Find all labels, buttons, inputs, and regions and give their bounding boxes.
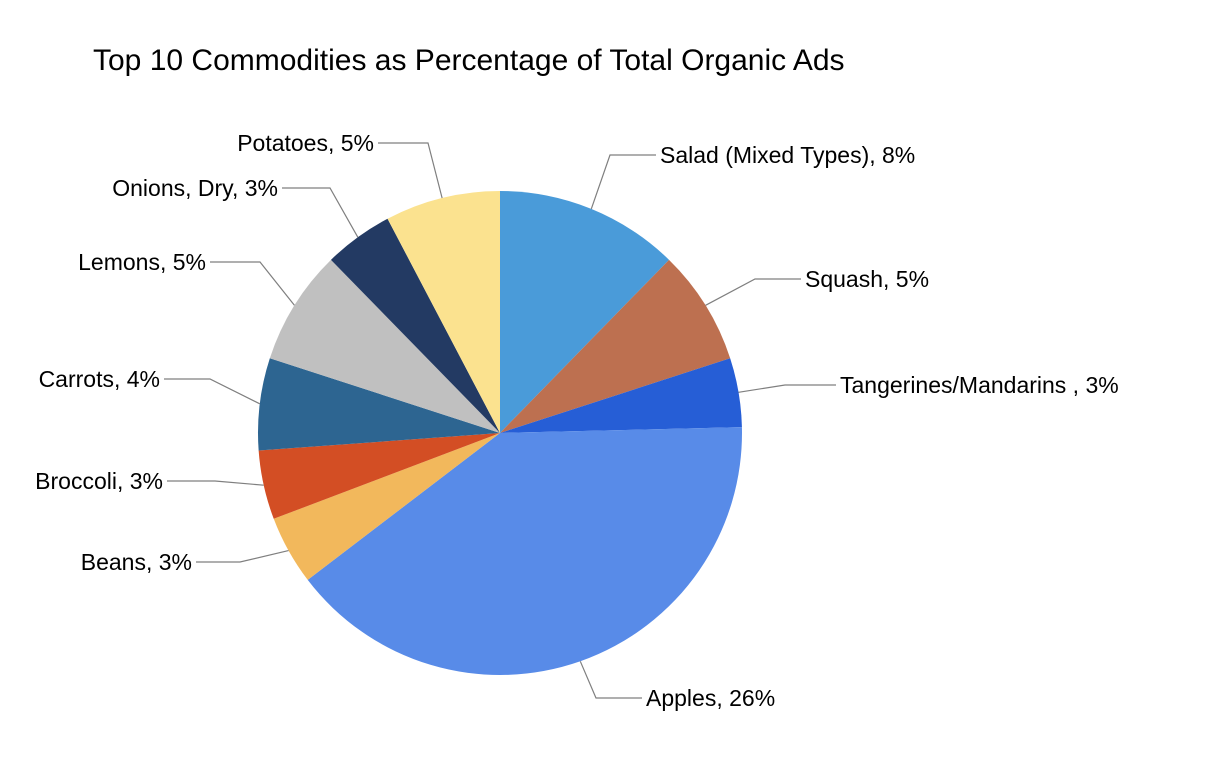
leader-lines: [164, 142, 836, 699]
slice-label: Apples, 26%: [646, 685, 775, 711]
pie-slice-beans: [273, 433, 500, 580]
pie-slice-carrots: [258, 358, 500, 451]
leader-line: [196, 550, 289, 563]
slice-label: Beans, 3%: [81, 549, 192, 575]
pie-slice-onions-dry: [330, 218, 500, 433]
pie-slices: [258, 191, 743, 676]
pie-slice-broccoli: [258, 433, 500, 519]
leader-line: [167, 480, 264, 486]
slice-label: Broccoli, 3%: [35, 468, 163, 494]
leader-line: [282, 187, 359, 238]
pie-slice-tangerines-mandarins: [500, 358, 742, 433]
leader-line: [579, 661, 642, 699]
pie-slice-squash: [500, 259, 731, 433]
slice-label: Squash, 5%: [805, 266, 929, 292]
pie-slice-lemons: [269, 259, 500, 433]
slice-label: Tangerines/Mandarins , 3%: [840, 372, 1119, 398]
pie-slice-salad-mixed-types: [500, 191, 670, 433]
leader-line: [705, 278, 801, 306]
pie-slice-apples: [307, 427, 743, 676]
slice-label: Salad (Mixed Types), 8%: [660, 142, 915, 168]
slice-labels: Salad (Mixed Types), 8% Squash, 5% Tangeri…: [35, 130, 1119, 711]
leader-line: [590, 154, 656, 210]
slice-label: Potatoes, 5%: [237, 130, 374, 156]
pie-slice-potatoes: [387, 191, 500, 433]
leader-line: [378, 142, 443, 199]
leader-line: [210, 261, 295, 306]
slice-label: Onions, Dry, 3%: [112, 175, 278, 201]
slice-label: Lemons, 5%: [78, 249, 206, 275]
chart-title: Top 10 Commodities as Percentage of Tota…: [93, 44, 845, 77]
slice-label: Carrots, 4%: [39, 366, 160, 392]
leader-line: [738, 384, 836, 393]
leader-line: [164, 378, 261, 405]
